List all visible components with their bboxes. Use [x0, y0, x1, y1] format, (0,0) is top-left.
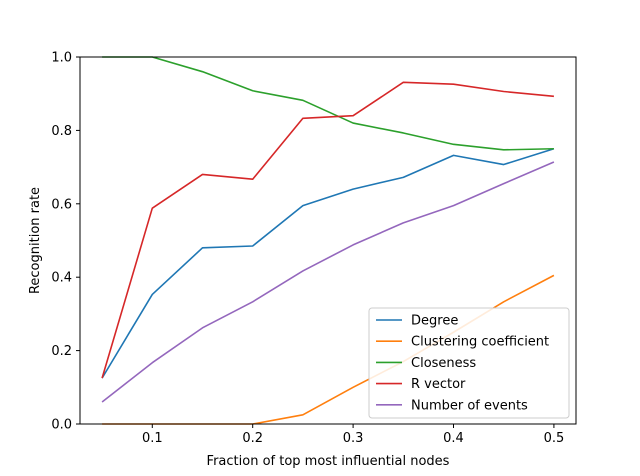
x-tick-label: 0.3 — [343, 431, 364, 446]
y-axis-label: Recognition rate — [28, 187, 43, 294]
legend-entry-label: Number of events — [411, 398, 528, 413]
y-tick-label: 0.8 — [51, 124, 72, 139]
series-line-degree — [101, 147, 555, 379]
legend: Degree Clustering coefficient Closeness R v… — [368, 307, 570, 419]
series-line-r-vector — [101, 81, 554, 379]
y-tick-label: 0.2 — [51, 344, 72, 359]
x-axis-label: Fraction of top most influential nodes — [207, 454, 450, 469]
x-tick-label: 0.2 — [242, 431, 263, 446]
legend-entry-label: Clustering coefficient — [411, 335, 549, 350]
x-axis: 0.1 0.2 0.3 0.4 0.5 — [142, 424, 564, 446]
series-line-number-of-events — [101, 161, 555, 403]
x-tick-label: 0.5 — [544, 431, 565, 446]
series-line-closeness — [102, 56, 554, 151]
legend-entry-label: R vector — [411, 377, 466, 392]
legend-entry-label: Closeness — [411, 356, 476, 371]
y-tick-label: 0.4 — [51, 271, 72, 286]
legend-entry-label: Degree — [411, 314, 458, 329]
x-tick-label: 0.1 — [142, 431, 163, 446]
y-tick-label: 0.6 — [51, 197, 72, 212]
y-tick-label: 1.0 — [51, 51, 72, 66]
y-axis: 0.0 0.2 0.4 0.6 0.8 1.0 — [51, 51, 80, 433]
axes-frame — [79, 56, 577, 425]
x-tick-label: 0.4 — [443, 431, 464, 446]
y-tick-label: 0.0 — [51, 418, 72, 433]
legend-box — [368, 307, 570, 419]
